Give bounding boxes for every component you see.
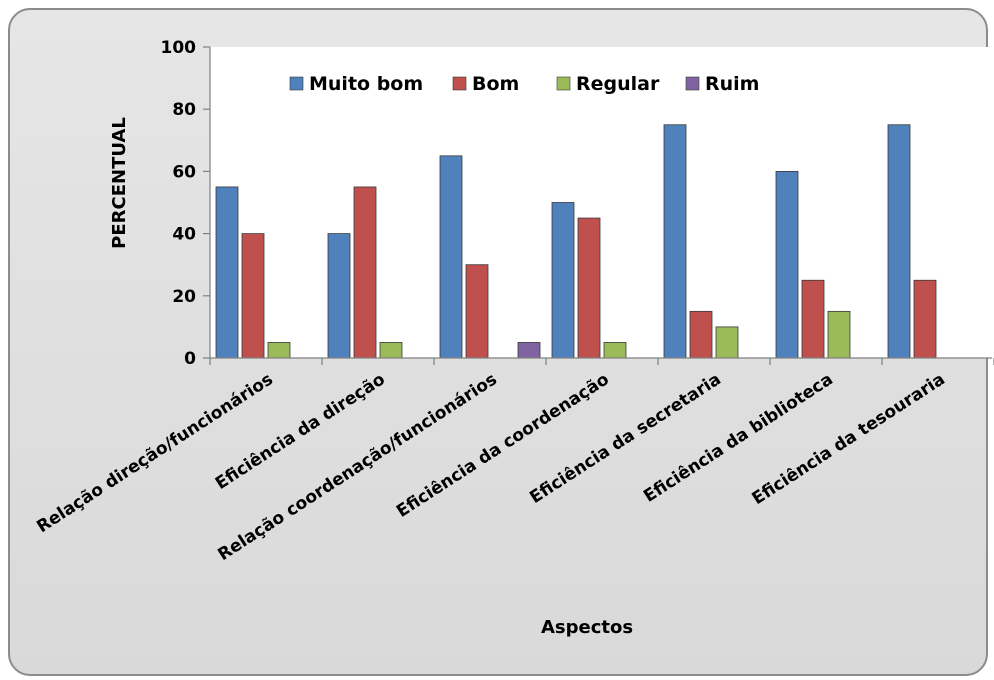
legend-swatch-regular [556, 76, 571, 91]
legend-label-regular: Regular [576, 73, 660, 95]
bar-regular-6 [827, 310, 851, 359]
x-category-label-5: Eficiência da secretaria [526, 369, 724, 508]
bar-muito-bom-5 [663, 124, 687, 359]
legend-label-muito-bom: Muito bom [309, 73, 423, 95]
x-category-label-7: Eficiência da tesouraria [749, 369, 949, 509]
y-tick-label: 80 [172, 100, 196, 120]
y-axis-title: PERCENTUAL [109, 117, 130, 249]
legend-swatch-ruim [685, 76, 700, 91]
bar-muito-bom-2 [327, 233, 351, 359]
bars-group [215, 124, 937, 359]
y-tick-label: 40 [172, 225, 196, 245]
bar-ruim-3 [517, 342, 541, 359]
legend-item-bom: Bom [452, 73, 519, 95]
bar-muito-bom-4 [551, 202, 575, 359]
legend-item-ruim: Ruim [685, 73, 759, 95]
bar-muito-bom-1 [215, 186, 239, 359]
legend-label-ruim: Ruim [705, 73, 759, 95]
y-tick-label: 60 [172, 162, 196, 182]
bar-bom-1 [241, 233, 265, 359]
bar-bom-3 [465, 264, 489, 359]
bar-bom-4 [577, 217, 601, 359]
bar-bom-2 [353, 186, 377, 359]
x-categories-group: Relação direção/funcionários Eficiência d… [33, 369, 948, 565]
x-category-label-4: Eficiência da coordenação [393, 369, 613, 521]
bar-muito-bom-6 [775, 170, 799, 359]
y-tick-label: 20 [172, 287, 196, 307]
bar-bom-5 [689, 310, 713, 359]
y-tick-label: 0 [184, 349, 196, 369]
y-tick-label: 100 [161, 38, 197, 58]
bar-regular-4 [603, 342, 627, 359]
x-axis-title: Aspectos [541, 617, 633, 638]
x-category-label-1: Relação direção/funcionários [33, 369, 276, 537]
bar-regular-5 [715, 326, 739, 359]
legend: Muito bom Bom Regular Ruim [289, 73, 759, 95]
legend-swatch-bom [452, 76, 467, 91]
bar-regular-1 [267, 342, 291, 359]
bar-bom-7 [913, 279, 937, 359]
legend-item-regular: Regular [556, 73, 660, 95]
legend-item-muito-bom: Muito bom [289, 73, 423, 95]
x-category-label-6: Eficiência da biblioteca [640, 369, 837, 506]
bar-regular-2 [379, 342, 403, 359]
legend-swatch-muito-bom [289, 76, 304, 91]
bar-muito-bom-3 [439, 155, 463, 359]
y-ticks-group: 0 20 40 60 80 100 [161, 38, 210, 369]
legend-label-bom: Bom [472, 73, 519, 95]
bar-muito-bom-7 [887, 124, 911, 359]
bar-bom-6 [801, 279, 825, 359]
axes-group [209, 47, 994, 365]
